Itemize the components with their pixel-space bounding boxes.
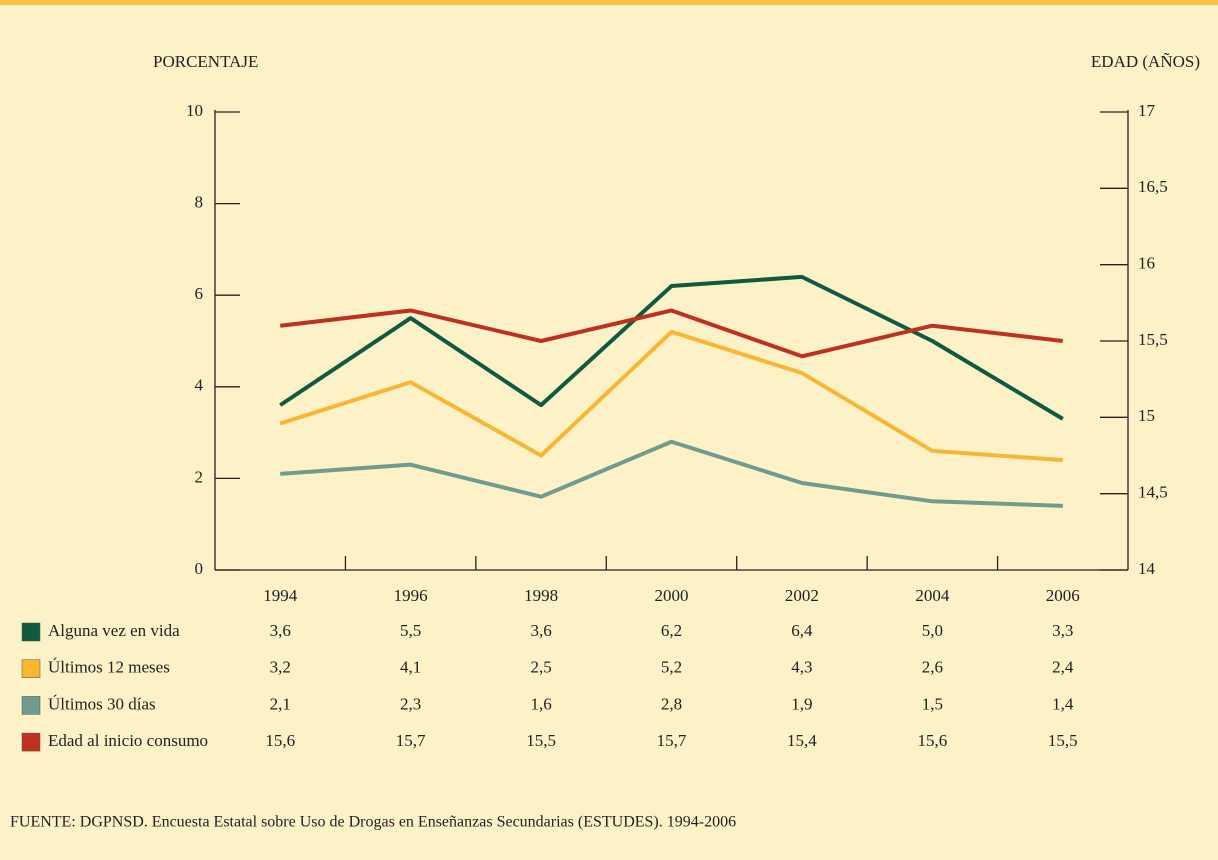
table-value: 3,6 bbox=[530, 621, 551, 640]
table-value: 15,5 bbox=[1048, 731, 1078, 750]
table-value: 15,6 bbox=[917, 731, 947, 750]
y-tick-label: 8 bbox=[195, 193, 204, 212]
table-value: 1,4 bbox=[1052, 694, 1074, 713]
table-value: 1,5 bbox=[922, 694, 943, 713]
table-value: 15,5 bbox=[526, 731, 556, 750]
y-tick-label: 10 bbox=[186, 101, 203, 120]
legend-swatch bbox=[21, 732, 41, 752]
table-value: 15,6 bbox=[265, 731, 295, 750]
legend-swatch bbox=[21, 659, 41, 678]
y2-tick-label: 16,5 bbox=[1138, 177, 1168, 196]
table-value: 5,2 bbox=[661, 658, 682, 677]
table-value: 2,1 bbox=[270, 694, 291, 713]
y-tick-label: 4 bbox=[195, 376, 204, 395]
table-value: 4,3 bbox=[791, 658, 812, 677]
x-tick-label: 2006 bbox=[1046, 586, 1080, 605]
y2-tick-label: 15,5 bbox=[1138, 330, 1168, 349]
source-note: FUENTE: DGPNSD. Encuesta Estatal sobre U… bbox=[10, 814, 736, 831]
series-line bbox=[279, 274, 1064, 421]
legend-swatch bbox=[21, 696, 41, 715]
x-tick-label: 1996 bbox=[394, 586, 428, 605]
legend-label: Últimos 30 días bbox=[48, 694, 156, 713]
legend-label: Alguna vez en vida bbox=[48, 621, 180, 640]
legend-label: Últimos 12 meses bbox=[48, 658, 170, 677]
x-tick-label: 2002 bbox=[785, 586, 819, 605]
series-line bbox=[279, 308, 1064, 359]
series-line bbox=[279, 329, 1063, 463]
table-value: 15,7 bbox=[657, 731, 687, 750]
table-value: 1,9 bbox=[791, 694, 812, 713]
table-value: 2,8 bbox=[661, 694, 682, 713]
x-tick-label: 1998 bbox=[524, 586, 558, 605]
y2-tick-label: 15 bbox=[1138, 406, 1155, 425]
table-value: 5,0 bbox=[922, 621, 943, 640]
table-value: 3,2 bbox=[270, 658, 291, 677]
table-value: 1,6 bbox=[530, 694, 551, 713]
y2-tick-label: 16 bbox=[1138, 254, 1155, 273]
y-axis-title: PORCENTAJE bbox=[153, 52, 258, 71]
y-tick-label: 2 bbox=[195, 467, 204, 486]
y2-tick-label: 14 bbox=[1138, 559, 1156, 578]
table-value: 4,1 bbox=[400, 658, 421, 677]
y2-tick-label: 14,5 bbox=[1138, 483, 1168, 502]
x-tick-label: 2004 bbox=[915, 586, 950, 605]
table-value: 3,3 bbox=[1052, 621, 1073, 640]
top-stripe bbox=[0, 0, 1218, 5]
y-tick-label: 0 bbox=[195, 559, 204, 578]
x-tick-label: 1994 bbox=[263, 586, 298, 605]
table-value: 2,4 bbox=[1052, 658, 1074, 677]
legend-swatch bbox=[21, 622, 41, 642]
table-value: 6,2 bbox=[661, 621, 682, 640]
series-line bbox=[280, 439, 1063, 508]
table-value: 2,3 bbox=[400, 694, 421, 713]
y-tick-label: 6 bbox=[195, 284, 204, 303]
y2-axis-title: EDAD (AÑOS) bbox=[1091, 52, 1200, 71]
table-value: 3,6 bbox=[270, 621, 291, 640]
table-value: 2,6 bbox=[922, 658, 943, 677]
table-value: 6,4 bbox=[791, 621, 813, 640]
table-value: 2,5 bbox=[530, 658, 551, 677]
y2-tick-label: 17 bbox=[1138, 101, 1156, 120]
legend-label: Edad al inicio consumo bbox=[48, 731, 208, 750]
table-value: 5,5 bbox=[400, 621, 421, 640]
x-tick-label: 2000 bbox=[655, 586, 689, 605]
table-value: 15,4 bbox=[787, 731, 817, 750]
table-value: 15,7 bbox=[396, 731, 426, 750]
